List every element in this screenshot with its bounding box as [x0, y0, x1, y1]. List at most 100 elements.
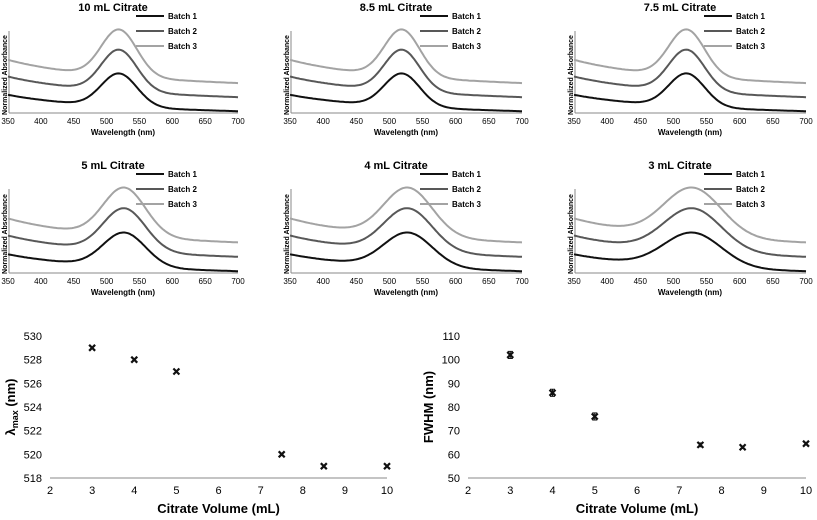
x-tick-label: 450	[350, 277, 364, 286]
x-tick-label: 500	[100, 277, 114, 286]
x-tick-label: 400	[600, 117, 614, 126]
x-axis-label: Citrate Volume (mL)	[157, 501, 280, 516]
data-point	[506, 350, 515, 359]
y-axis-label: Normalized Absorbance	[568, 194, 575, 274]
marker	[383, 462, 391, 470]
marker	[130, 355, 139, 364]
x-tick-label: 450	[67, 277, 81, 286]
y-label-unit: (nm)	[3, 378, 18, 410]
x-tick-label: 10	[381, 485, 393, 497]
series-line-batch-1	[7, 72, 238, 113]
x-tick-label: 650	[198, 277, 212, 286]
marker	[590, 412, 599, 421]
x-tick-label: 350	[283, 117, 297, 126]
legend-label: Batch 2	[736, 27, 765, 36]
x-tick-label: 7	[676, 485, 682, 497]
x-tick-label: 450	[350, 117, 364, 126]
y-axis-label: Normalized Absorbance	[2, 194, 9, 274]
data-point	[548, 388, 557, 397]
legend-label: Batch 3	[452, 42, 481, 51]
legend-label: Batch 2	[168, 27, 197, 36]
data-point	[383, 462, 391, 470]
spectrum-panel: 10 mL Citrate Normalized Absorbance 350 400…	[1, 2, 245, 137]
panel-title: 7.5 mL Citrate	[644, 2, 717, 14]
series-line-batch-3	[573, 186, 807, 244]
series-line-batch-2	[573, 207, 807, 258]
x-axis-label: Citrate Volume (mL)	[576, 501, 699, 516]
x-tick-label: 600	[166, 117, 180, 126]
x-axis-label: Wavelength (nm)	[374, 128, 438, 137]
x-tick-label: 8	[718, 485, 724, 497]
x-tick-label: 9	[761, 485, 767, 497]
data-point	[802, 439, 810, 448]
x-tick-label: 6	[215, 485, 221, 497]
x-tick-label: 400	[316, 277, 330, 286]
y-tick-label: 50	[448, 473, 460, 485]
x-tick-label: 400	[316, 117, 330, 126]
x-tick-label: 700	[799, 277, 813, 286]
x-tick-label: 500	[383, 117, 397, 126]
series-line-batch-1	[573, 72, 806, 113]
x-tick-label: 4	[131, 485, 137, 497]
x-axis-label: Wavelength (nm)	[658, 288, 722, 297]
marker	[738, 443, 747, 452]
series-line-batch-2	[7, 48, 239, 99]
spectrum-panel: 8.5 mL Citrate Normalized Absorbance 350 40…	[283, 2, 529, 137]
x-tick-label: 350	[567, 277, 581, 286]
x-tick-label: 5	[592, 485, 598, 497]
legend-label: Batch 2	[452, 27, 481, 36]
legend-label: Batch 3	[168, 200, 197, 209]
x-tick-label: 3	[507, 485, 513, 497]
x-axis-label: Wavelength (nm)	[91, 128, 155, 137]
series-line-batch-3	[289, 186, 523, 244]
x-tick-label: 9	[342, 485, 348, 497]
x-tick-label: 350	[567, 117, 581, 126]
y-axis-label: Normalized Absorbance	[2, 35, 9, 115]
legend-label: Batch 2	[736, 185, 765, 194]
y-tick-label: 520	[24, 449, 42, 461]
series-line-batch-1	[289, 72, 522, 113]
x-tick-label: 650	[482, 117, 496, 126]
x-tick-label: 600	[166, 277, 180, 286]
data-point	[738, 443, 747, 452]
legend-label: Batch 1	[736, 12, 765, 21]
legend-label: Batch 1	[168, 170, 197, 179]
legend-label: Batch 2	[452, 185, 481, 194]
spectrum-panel: 7.5 mL Citrate Normalized Absorbance 350 40…	[567, 2, 813, 137]
x-tick-label: 450	[67, 117, 81, 126]
spectrum-panel: 3 mL Citrate Normalized Absorbance 350 400 4…	[567, 160, 813, 297]
x-tick-label: 400	[34, 277, 48, 286]
panel-title: 10 mL Citrate	[78, 2, 148, 14]
y-tick-label: 526	[24, 378, 42, 390]
legend-label: Batch 1	[736, 170, 765, 179]
series-line-batch-3	[573, 28, 807, 85]
data-point	[88, 344, 96, 352]
fwhm-scatter: 2 3 4 5 6 7 8 9 10 50 60 70 80 90 100 110 Citrate Volume…	[421, 331, 812, 516]
marker	[696, 441, 705, 449]
x-tick-label: 400	[34, 117, 48, 126]
series-line-batch-1	[573, 231, 807, 273]
legend-label: Batch 3	[736, 200, 765, 209]
x-tick-label: 450	[634, 277, 648, 286]
x-tick-label: 500	[383, 277, 397, 286]
marker	[320, 462, 328, 470]
x-tick-label: 2	[465, 485, 471, 497]
marker	[277, 450, 286, 459]
y-tick-label: 528	[24, 355, 42, 367]
y-tick-label: 100	[442, 355, 460, 367]
x-tick-label: 550	[416, 277, 430, 286]
x-tick-label: 550	[133, 277, 147, 286]
legend-label: Batch 3	[168, 42, 197, 51]
x-tick-label: 650	[198, 117, 212, 126]
x-axis-label: Wavelength (nm)	[658, 128, 722, 137]
x-tick-label: 600	[449, 277, 463, 286]
marker	[88, 344, 96, 352]
x-tick-label: 700	[799, 117, 813, 126]
x-tick-label: 550	[133, 117, 147, 126]
x-tick-label: 3	[89, 485, 95, 497]
x-tick-label: 650	[482, 277, 496, 286]
x-tick-label: 550	[700, 117, 714, 126]
x-tick-label: 4	[549, 485, 555, 497]
marker	[172, 367, 181, 376]
lambda-max-scatter: 2 3 4 5 6 7 8 9 10 518 520 522 524 526 528 530 Citrate V…	[3, 331, 393, 516]
